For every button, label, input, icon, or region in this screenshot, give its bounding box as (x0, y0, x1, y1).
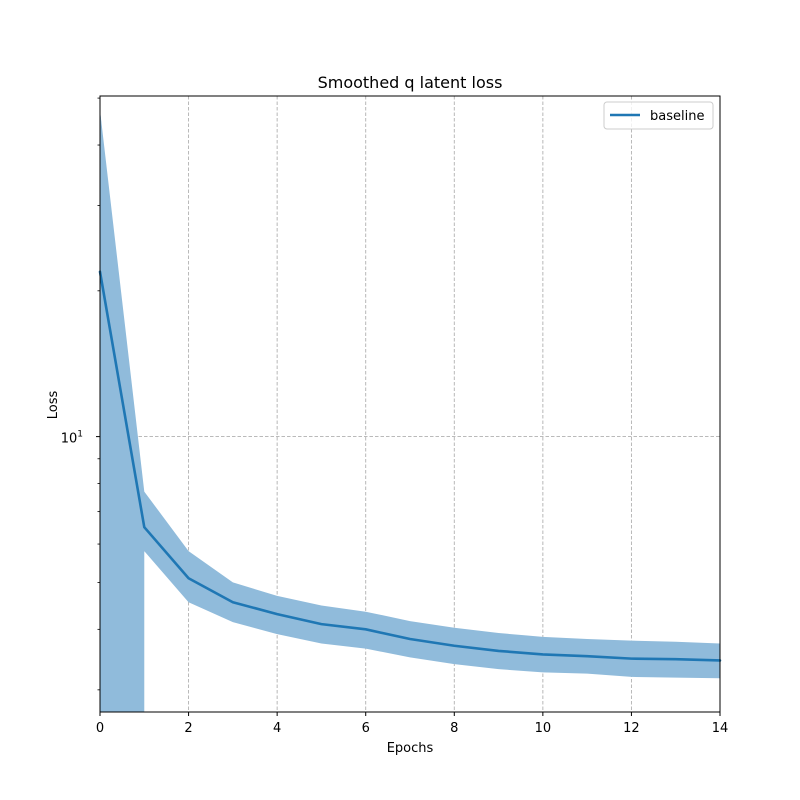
plot-frame (99, 95, 721, 713)
legend-box (603, 101, 714, 130)
x-tick-label: 8 (450, 721, 458, 736)
confidence-band (100, 110, 720, 712)
x-tick-label: 6 (362, 721, 370, 736)
plot-border (99, 95, 721, 713)
legend: baseline (603, 101, 714, 130)
y-axis-label: Loss (46, 391, 61, 420)
x-tick-label: 2 (184, 721, 192, 736)
confidence-band-layer (100, 110, 720, 712)
x-tick-label: 10 (535, 721, 552, 736)
x-tick-label: 0 (96, 721, 104, 736)
series-line-baseline (98, 270, 722, 662)
series-line-layer (98, 270, 722, 662)
x-axis-label: Epochs (387, 741, 434, 756)
x-tick-label: 14 (712, 721, 729, 736)
grid-lines (100, 96, 720, 712)
confidence-band-lower-segment (100, 110, 145, 712)
chart-title: Smoothed q latent loss (318, 73, 503, 92)
y-tick-label: 101 (61, 430, 83, 447)
legend-label: baseline (650, 109, 704, 124)
x-tick-label: 4 (273, 721, 281, 736)
axis-ticks: 0 2 4 6 8 10 12 14 101 (61, 97, 729, 736)
x-tick-label: 12 (623, 721, 640, 736)
